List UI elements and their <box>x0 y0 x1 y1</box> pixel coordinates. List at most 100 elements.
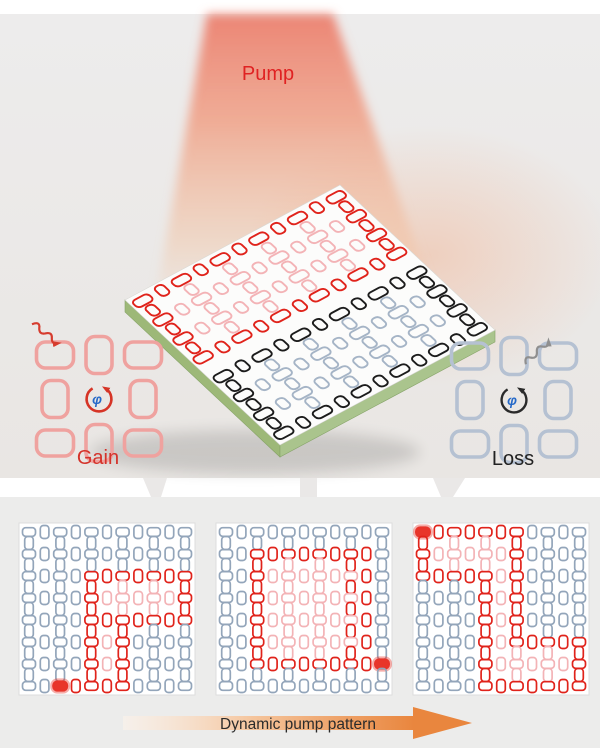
ring-resonator <box>269 308 292 323</box>
ring-resonator <box>192 263 210 277</box>
ring-resonator <box>70 656 81 672</box>
ring-resonator <box>361 568 372 584</box>
ring-resonator <box>368 344 391 359</box>
ring-resonator <box>210 310 233 325</box>
ring-resonator <box>527 590 538 606</box>
ring-resonator <box>153 284 171 298</box>
ring-resonator <box>464 656 475 672</box>
ring-resonator <box>39 612 50 628</box>
ring-resonator <box>322 356 340 370</box>
ring-resonator <box>446 680 462 692</box>
ring-resonator <box>445 303 468 318</box>
panel-1-frame <box>18 522 196 696</box>
ring-resonator <box>527 634 538 650</box>
ring-resonator <box>374 680 390 692</box>
ring-resonator <box>265 417 283 431</box>
ring-resonator <box>466 322 489 337</box>
ring-resonator <box>170 272 193 287</box>
ring-resonator <box>244 398 262 412</box>
ring-resonator <box>558 568 569 584</box>
ring-resonator <box>438 294 456 308</box>
ring-resonator <box>298 634 310 650</box>
ring-resonator <box>144 303 162 317</box>
ring-resonator <box>302 337 320 351</box>
ring-resonator <box>212 282 230 296</box>
ring-resonator <box>133 612 144 628</box>
ring-resonator <box>234 359 252 373</box>
ring-resonator <box>495 612 507 628</box>
ring-resonator <box>133 568 144 584</box>
ring-resonator <box>208 252 231 267</box>
ring-resonator <box>319 239 337 253</box>
ring-resonator <box>39 568 50 584</box>
unit-cell-ring <box>84 334 114 376</box>
ring-resonator <box>407 323 430 338</box>
ring-resonator <box>558 612 569 628</box>
unit-cell-ring <box>122 340 164 370</box>
ring-resonator <box>388 276 406 290</box>
ring-resonator <box>361 524 372 540</box>
ring-resonator <box>495 568 507 584</box>
ring-resonator <box>101 612 113 628</box>
ring-resonator <box>313 376 331 390</box>
ring-resonator <box>236 634 247 650</box>
ring-resonator <box>193 321 211 335</box>
gain-label: Gain <box>77 447 119 469</box>
ring-resonator <box>298 612 310 628</box>
ring-resonator <box>267 612 278 628</box>
ring-resonator <box>283 377 301 391</box>
ring-resonator <box>101 634 113 650</box>
ring-resonator <box>287 269 310 284</box>
ring-resonator <box>311 404 334 419</box>
ring-resonator <box>133 524 144 540</box>
ring-resonator <box>171 331 194 346</box>
ring-resonator <box>464 590 475 606</box>
ring-resonator <box>269 222 287 236</box>
unit-cell-ring <box>122 428 164 458</box>
ring-resonator <box>70 524 81 540</box>
ring-resonator <box>232 387 255 402</box>
unit-cell-ring <box>499 335 529 377</box>
ring-resonator <box>387 305 410 320</box>
ring-resonator <box>558 590 569 606</box>
ring-resonator <box>368 257 386 271</box>
ring-resonator <box>298 221 316 235</box>
chip-lattice <box>130 188 490 441</box>
ring-resonator <box>291 299 309 313</box>
unit-cell-ring <box>537 429 579 459</box>
ring-resonator <box>298 678 310 694</box>
ring-resonator <box>70 612 81 628</box>
ring-resonator <box>241 281 259 295</box>
unit-cell-ring <box>499 423 529 465</box>
ring-resonator <box>427 342 450 357</box>
ring-resonator <box>133 634 144 650</box>
ring-resonator <box>298 524 310 540</box>
ring-resonator <box>495 678 507 694</box>
ring-resonator <box>286 210 309 225</box>
ring-resonator <box>464 568 475 584</box>
unit-cell-ring <box>537 341 579 371</box>
ring-resonator <box>348 239 366 253</box>
ring-resonator <box>280 260 298 274</box>
ring-resonator <box>330 678 341 694</box>
ring-resonator <box>379 296 397 310</box>
ring-resonator <box>267 546 278 562</box>
ring-resonator <box>433 568 444 584</box>
unit-cell-ring <box>543 379 573 421</box>
ring-resonator <box>133 678 144 694</box>
ring-resonator <box>272 425 295 440</box>
ring-resonator <box>527 656 538 672</box>
unit-cell-ring <box>84 422 114 464</box>
ring-resonator <box>164 656 175 672</box>
ring-resonator <box>182 283 200 297</box>
ring-resonator <box>330 634 341 650</box>
panel-3-lattice <box>413 524 587 694</box>
ring-resonator <box>361 656 372 672</box>
section-connector-left <box>143 478 167 497</box>
ring-resonator <box>267 250 290 265</box>
ring-resonator <box>133 546 144 562</box>
ring-resonator <box>247 231 270 246</box>
ring-resonator <box>146 680 162 692</box>
ring-resonator <box>330 590 341 606</box>
ring-resonator <box>433 546 444 562</box>
